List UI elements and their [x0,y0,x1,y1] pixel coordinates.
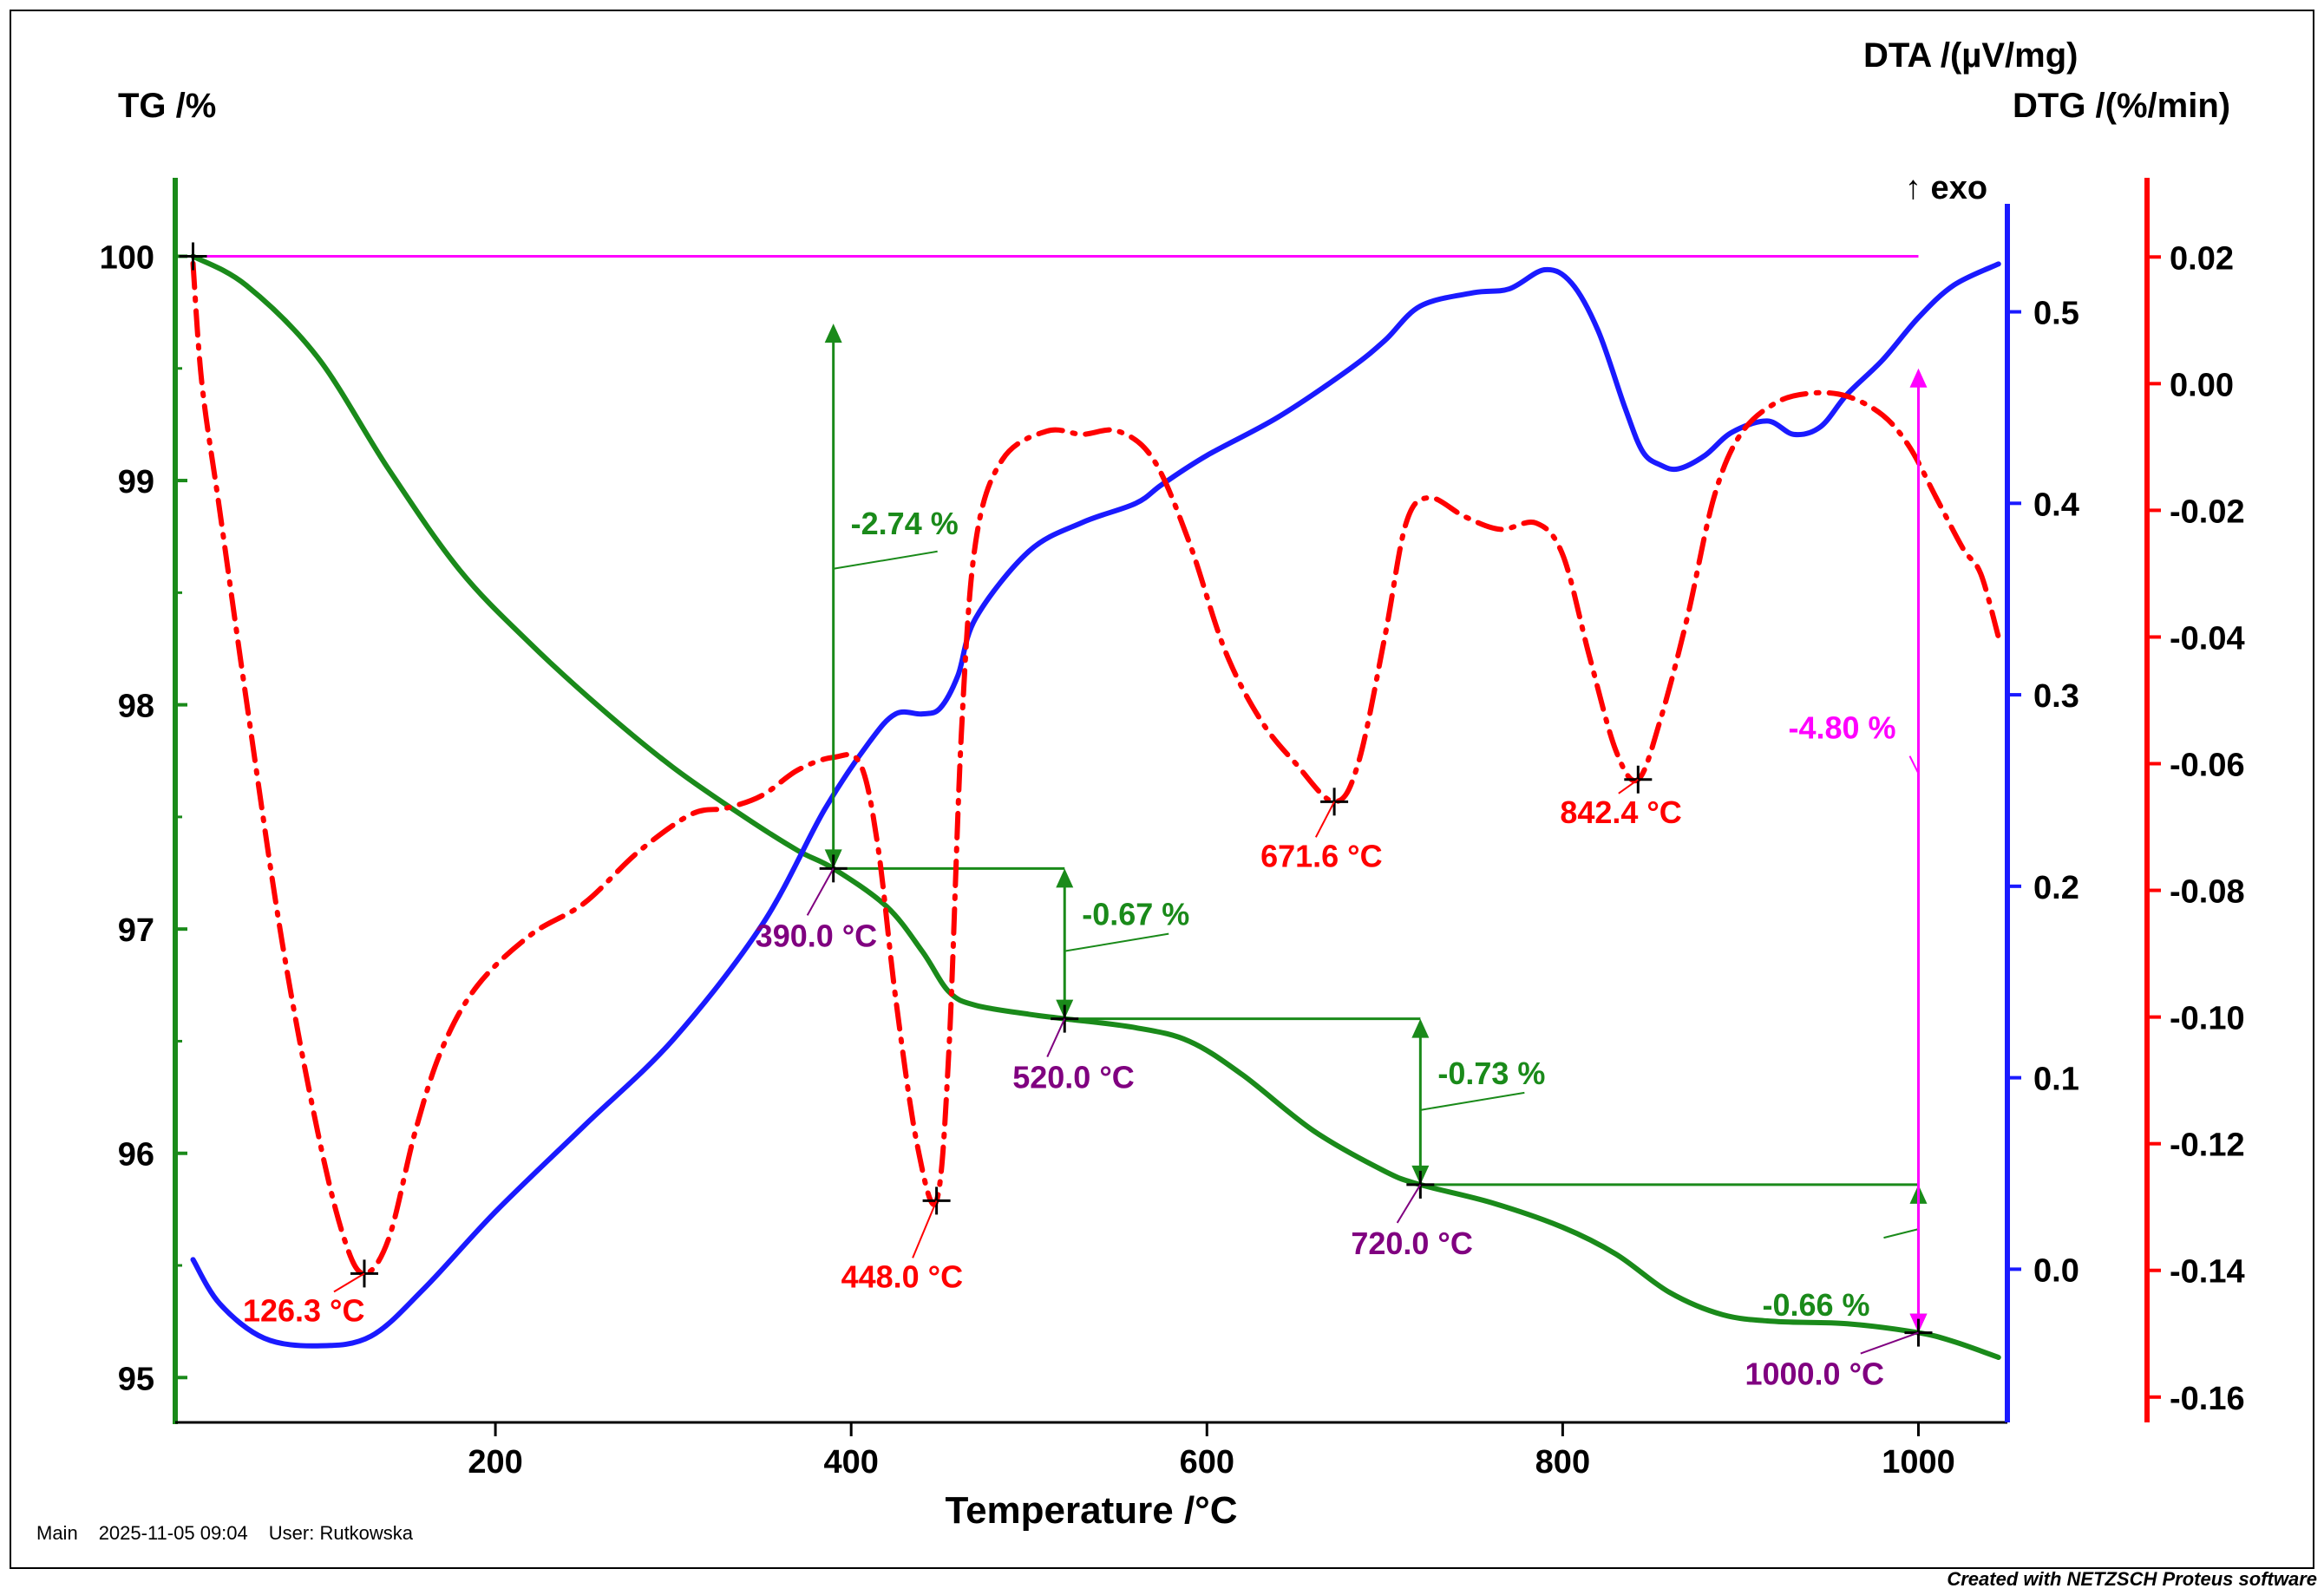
dtg-tick-label: -0.06 [2170,748,2245,784]
mass-change-label: -0.67 % [1082,897,1189,932]
dtg-curve [190,260,2001,1277]
dta-tick-label: 0.4 [2033,487,2079,523]
dtg-tick-label: -0.02 [2170,494,2245,530]
dtg-tick-label: 0.02 [2170,240,2234,277]
mass-change-leader [1420,1091,1525,1111]
mass-change-leader [1064,932,1169,952]
dtg-tick-label: -0.04 [2170,620,2245,657]
dta-axis-title: DTA /(µV/mg) [1863,36,2079,75]
tg-curve [190,253,2001,1361]
x-tick-label: 400 [823,1444,878,1481]
dtg-tick-label: -0.12 [2170,1128,2245,1164]
tg-marker-leader [1046,1018,1066,1058]
tg-marker-label: 720.0 °C [1351,1226,1472,1261]
software-credit: Created with NETZSCH Proteus software [1947,1568,2317,1590]
tg-tick-label: 100 [100,239,154,276]
dtg-peak-leader [1314,801,1335,838]
dtg-peak-leader [333,1272,365,1293]
tg-axis-title: TG /% [118,87,217,125]
dtg-tick-label: -0.08 [2170,874,2245,911]
x-tick-label: 200 [468,1444,522,1481]
tg-marker-label: 390.0 °C [756,918,877,953]
mass-change-leader [1883,1228,1919,1239]
exo-indicator: ↑ exo [1905,170,1988,206]
mass-change-label: -2.74 % [851,506,959,541]
tg-tick-label: 97 [118,912,154,949]
arrow-head [1056,868,1074,888]
dta-tick-label: 0.3 [2033,678,2079,715]
footer-label: Main [36,1522,78,1544]
arrow-head [824,324,842,343]
tg-marker-label: 1000.0 °C [1745,1356,1884,1392]
tg-marker-leader [1860,1331,1919,1355]
mass-change-leader [833,550,938,570]
x-tick-label: 800 [1535,1444,1590,1481]
dtg-tick-label: -0.16 [2170,1381,2245,1417]
tg-marker-label: 520.0 °C [1012,1060,1134,1095]
dtg-peak-leader [912,1200,938,1258]
mass-change-label: -0.66 % [1762,1287,1869,1323]
arrow-head [1411,1018,1430,1038]
mass-change-leader [1908,755,1920,775]
dtg-peak-label: 842.4 °C [1560,794,1681,830]
dtg-peak-leader [1618,778,1639,794]
dta-tick-label: 0.1 [2033,1062,2079,1098]
footer-user: User: Rutkowska [268,1522,414,1544]
dta-curve [190,261,2001,1349]
dtg-tick-label: -0.10 [2170,1001,2245,1037]
mass-change-label: -0.73 % [1437,1056,1545,1091]
dta-tick-label: 0.0 [2033,1252,2079,1289]
dtg-peak-label: 448.0 °C [841,1258,963,1294]
chart-frame [10,10,2314,1569]
tg-marker-leader [806,867,835,916]
mass-change-label: -4.80 % [1788,710,1895,746]
tg-tick-label: 96 [118,1137,154,1173]
tg-tick-label: 99 [118,464,154,500]
dtg-tick-label: 0.00 [2170,367,2234,403]
arrow-head [1909,368,1928,388]
dtg-peak-label: 126.3 °C [243,1292,364,1328]
x-tick-label: 600 [1180,1444,1234,1481]
footer: Main 2025-11-05 09:04 User: Rutkowska [36,1522,434,1545]
tg-tick-label: 98 [118,689,154,725]
dtg-axis-title: DTG /(%/min) [2013,87,2231,125]
dtg-peak-label: 671.6 °C [1260,838,1382,873]
dtg-tick-label: -0.14 [2170,1254,2245,1291]
tg-tick-label: 95 [118,1361,154,1397]
dta-tick-label: 0.5 [2033,296,2079,332]
dta-tick-label: 0.2 [2033,870,2079,906]
x-tick-label: 1000 [1882,1444,1955,1481]
footer-timestamp: 2025-11-05 09:04 [98,1522,248,1544]
x-axis-title: Temperature /°C [945,1489,1237,1532]
tg-marker-leader [1396,1184,1422,1224]
